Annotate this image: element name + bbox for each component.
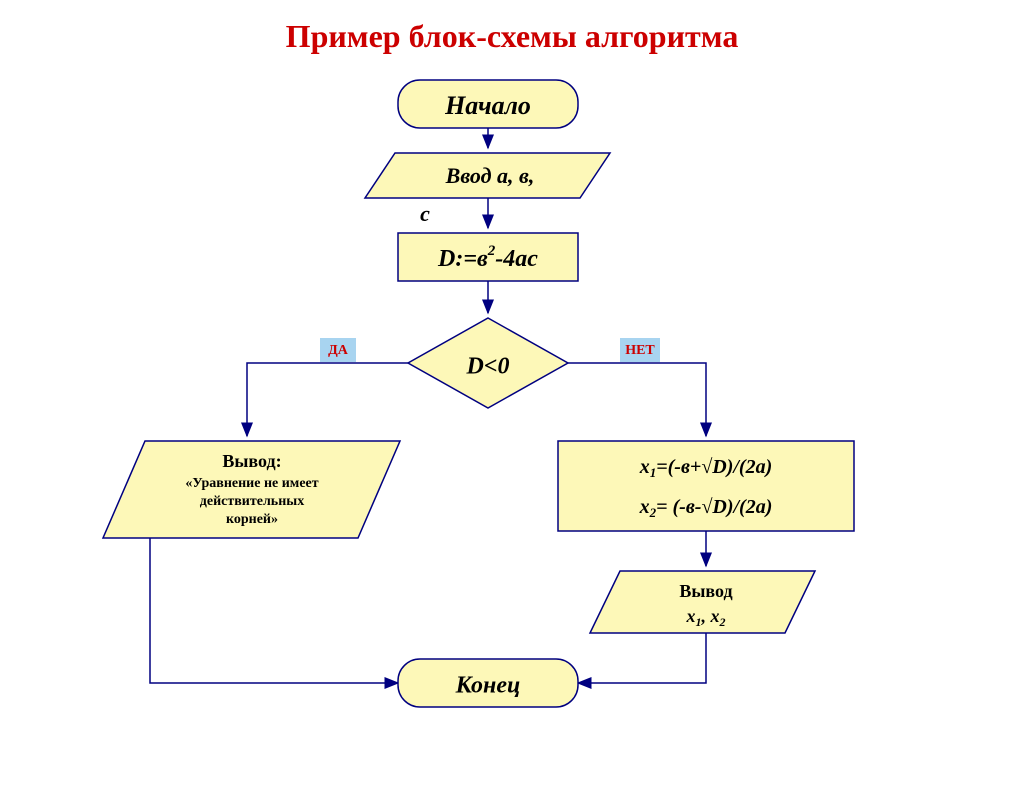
calc-line2: x2= (-в-√D)/(2а) [639,496,773,520]
edge-right-merge [578,633,706,683]
edge-no [568,363,706,436]
process-text: D:=в2-4ас [437,243,538,271]
edge-yes [247,363,408,436]
output-left-line4: корней» [226,512,278,527]
decision-text: D<0 [465,354,509,380]
calc-line1: x1=(-в+√D)/(2а) [639,456,773,480]
start-text: Начало [444,91,531,120]
edge-left-merge [150,538,398,683]
input-text2: с [420,201,430,226]
yes-label: ДА [328,343,349,358]
flowchart: Начало Ввод а, в, с D:=в2-4ас D<0 ДА НЕТ… [0,18,1024,785]
output-right-line1: Вывод [679,581,732,601]
no-label: НЕТ [625,343,655,358]
output-left-line3: действительных [200,494,304,509]
output-left-line1: Вывод: [222,451,281,471]
input-text1: Ввод а, в, [445,163,535,188]
end-text: Конец [455,673,521,699]
output-left-line2: «Уравнение не имеет [185,476,318,491]
